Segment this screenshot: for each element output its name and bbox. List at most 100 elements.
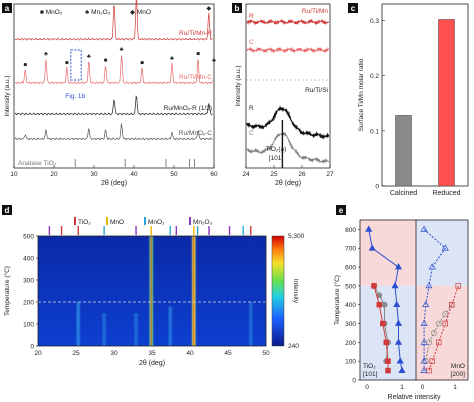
panel-a-phase-marker: ■ <box>140 60 144 66</box>
panel-e-right-blue-point <box>428 263 436 270</box>
panel-a-phase-marker: ◆ <box>206 6 211 12</box>
panel-a-phase-marker: ♣ <box>212 58 216 64</box>
panel-d-peak-band <box>76 302 80 346</box>
panel-label-box-e <box>336 205 346 215</box>
panel-d-peak-band <box>168 306 172 346</box>
panel-c-bar <box>438 19 455 187</box>
panel-e-ylabel: Temperature (°C) <box>333 275 341 325</box>
panel-e-right-blue-line <box>423 229 446 371</box>
panel-e-ytick-label: 100 <box>345 359 356 366</box>
panel-d-ytick-label: 300 <box>23 278 34 285</box>
panel-e-left-blue-point <box>393 300 401 308</box>
panel-d-ytick-label: 200 <box>23 300 34 307</box>
panel-d-peak-band <box>249 302 253 346</box>
panel-a-xlabel: 2θ (deg) <box>101 180 127 187</box>
panel-d-xtick-label: 25 <box>72 350 80 357</box>
panel-d-xtick-label: 45 <box>224 350 232 357</box>
panel-label-d: d <box>5 206 10 215</box>
panel-label-box-d <box>2 205 12 215</box>
panel-e-ytick-label: 300 <box>345 321 356 328</box>
panel-d-ref-legend-label: MnO <box>110 219 124 226</box>
panel-a-phase-marker: ■ <box>23 63 27 69</box>
panel-a-legend-item: ◆ MnO <box>130 9 151 16</box>
panel-a-xtick-label: 50 <box>170 171 178 178</box>
panel-e-right-gray-point <box>435 320 442 327</box>
panel-b-xtick-label: 24 <box>242 171 250 178</box>
panel-a-series-label: Ru/MnOₓ-C <box>179 130 212 137</box>
panel-a-xtick-label: 30 <box>90 171 98 178</box>
panel-e-right-blue-point <box>425 281 433 289</box>
panel-d-ytick-label: 0 <box>30 344 34 351</box>
panel-e-left-blue-point <box>398 366 406 373</box>
panel-e-left-red-point <box>385 358 391 364</box>
panel-a-series-label: Ru/MnOₓ-R (1/2) <box>164 105 212 112</box>
panel-label-box-b <box>232 3 242 13</box>
panel-d-xtick-label: 40 <box>186 350 194 357</box>
panel-a-xtick-label: 60 <box>210 171 218 178</box>
panel-e-left-label-1: TiO₂ <box>363 363 376 370</box>
panel-c-ytick-label: 0 <box>375 184 379 191</box>
panel-e-ytick-label: 800 <box>345 227 356 234</box>
panel-e-ytick-label: 500 <box>345 283 356 290</box>
panel-a-series-line <box>15 55 213 85</box>
panel-e-left-red-point <box>376 301 383 308</box>
panel-a-ylabel: Intensity (a.u.) <box>4 75 11 116</box>
panel-a-xtick-label: 10 <box>10 171 18 178</box>
panel-e-right-blue-point <box>420 366 428 373</box>
panel-label-box-a <box>2 3 12 13</box>
panel-c-ylabel: Surface Ti/Mn molar ratio <box>358 58 365 131</box>
panel-a-series-line <box>14 123 213 141</box>
panel-d-colorbar-label: Intensity <box>292 279 299 304</box>
panel-a-phase-marker: ♣ <box>120 47 124 53</box>
panel-e-right-red-point <box>449 301 455 308</box>
panel-b-label-r-bottom: R <box>249 105 254 112</box>
panel-e-right-gray-point <box>426 339 432 346</box>
panel-d-ref-legend-label: Mn₂O₃ <box>193 219 213 226</box>
panel-c-ytick-label: 0.1 <box>370 128 379 135</box>
panel-d-ref-legend-mark <box>74 217 76 225</box>
panel-label-c: c <box>351 4 356 13</box>
panel-e-left-gray-point <box>381 301 388 308</box>
panel-c-frame <box>381 3 469 187</box>
panel-d-ref-legend-mark <box>189 217 191 225</box>
panel-a-xtick-label: 20 <box>50 171 58 178</box>
panel-b-series-line <box>246 131 329 165</box>
panel-c-category-label: Calcined <box>390 190 417 197</box>
panel-d-ref-legend-label: TiO₂ <box>78 219 91 226</box>
panel-e-right-red-point <box>455 283 462 289</box>
panel-a-phase-marker: ■ <box>65 60 69 66</box>
panel-e-right-gray-point <box>422 358 429 365</box>
panel-e-right-red-point <box>426 367 432 374</box>
panel-label-b: b <box>235 4 240 13</box>
panel-e-right-blue-point <box>422 300 430 308</box>
panel-d-colorbar-min: 240 <box>288 343 299 350</box>
panel-e-right-gray-point <box>430 329 437 336</box>
panel-label-box-c <box>348 3 358 13</box>
panel-a-series-label: Ru/Ti/Mn-R <box>179 30 212 37</box>
panel-b-name-top: Ru/Ti/Mn <box>302 8 329 15</box>
panel-e-right-label-2: [200] <box>451 371 466 378</box>
panel-d-xtick-label: 35 <box>148 350 156 357</box>
panel-d-xtick-label: 20 <box>34 350 42 357</box>
panel-c-category-label: Reduced <box>432 190 460 197</box>
panel-e-right-blue-point <box>420 357 428 364</box>
panel-e-right-red-point <box>436 339 442 346</box>
panel-e-right-blue-point <box>420 225 428 232</box>
panel-e-left-red-point <box>380 320 386 327</box>
panel-b-xtick-label: 27 <box>326 171 334 178</box>
panel-d-ref-legend-mark <box>106 217 108 225</box>
panel-b-xtick-label: 26 <box>298 171 306 178</box>
panel-b-ylabel: Intensity (a.u.) <box>235 65 242 106</box>
panel-c-ytick-label: 0.3 <box>370 18 379 25</box>
panel-e-right-label-1: MnO <box>451 363 465 370</box>
panel-d-peak-band <box>134 313 138 346</box>
panel-e-right-blue-point <box>420 338 428 345</box>
panel-a-phase-marker: ■ <box>196 52 200 58</box>
panel-label-a: a <box>5 4 10 13</box>
panel-c-ytick-label: 0.2 <box>370 73 379 80</box>
panel-b-series-line <box>246 46 330 54</box>
panel-a-phase-marker: ◆ <box>112 0 117 1</box>
panel-e-xtick-left: 1 <box>400 384 404 391</box>
panel-a-zoom-box <box>70 49 82 81</box>
panel-b-series-line <box>246 105 330 140</box>
